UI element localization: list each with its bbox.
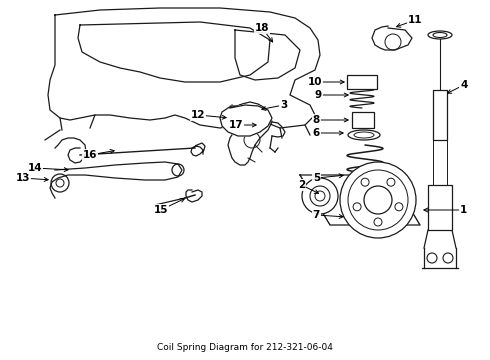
- Bar: [347, 75, 377, 89]
- Text: 1: 1: [424, 205, 467, 215]
- Text: 17: 17: [228, 120, 256, 130]
- Text: 8: 8: [313, 115, 348, 125]
- Text: 10: 10: [308, 77, 344, 87]
- Text: 6: 6: [313, 128, 343, 138]
- Text: 4: 4: [447, 80, 467, 93]
- Ellipse shape: [428, 31, 452, 39]
- Text: 15: 15: [153, 199, 185, 215]
- Bar: [433, 90, 447, 140]
- Text: 12: 12: [191, 110, 226, 120]
- Text: 9: 9: [315, 90, 348, 100]
- Text: 16: 16: [82, 149, 114, 160]
- Ellipse shape: [348, 130, 380, 140]
- Text: 14: 14: [27, 163, 68, 173]
- Text: 5: 5: [313, 173, 343, 183]
- Bar: [352, 112, 374, 128]
- Text: 7: 7: [313, 210, 343, 220]
- Circle shape: [340, 162, 416, 238]
- Circle shape: [302, 178, 338, 214]
- Text: Coil Spring Diagram for 212-321-06-04: Coil Spring Diagram for 212-321-06-04: [157, 343, 333, 352]
- Text: 3: 3: [262, 100, 287, 111]
- Polygon shape: [220, 105, 272, 136]
- Text: 2: 2: [298, 180, 319, 193]
- Text: 18: 18: [255, 23, 272, 42]
- Bar: [428, 185, 452, 230]
- Text: 11: 11: [396, 15, 422, 27]
- Text: 13: 13: [16, 173, 48, 183]
